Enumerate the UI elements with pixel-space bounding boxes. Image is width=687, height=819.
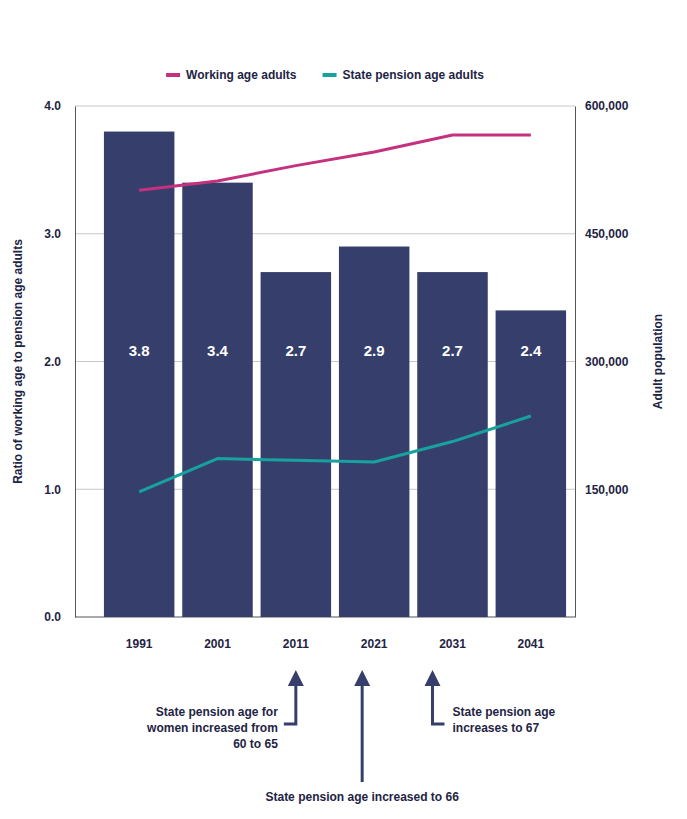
bar <box>104 132 174 617</box>
y-tick: 4.0 <box>44 99 75 113</box>
x-tick-label: 2031 <box>439 637 466 651</box>
legend: Working age adults State pension age adul… <box>166 68 484 82</box>
annotation-text: 60 to 65 <box>233 737 278 751</box>
bar <box>261 272 332 617</box>
y-tick-label: 4.0 <box>44 99 61 113</box>
annotation-arrowhead <box>354 670 370 686</box>
x-tick-label: 2021 <box>361 637 388 651</box>
x-tick: 2001 <box>204 637 231 651</box>
annotation-text: State pension age <box>453 705 556 719</box>
plot-area <box>104 132 566 617</box>
x-tick: 1991 <box>126 637 153 651</box>
data-label: 2.7 <box>285 342 306 359</box>
y-tick-label: 0.0 <box>44 610 61 624</box>
y2-tick: 150,000 <box>575 483 629 497</box>
annotation: State pension age for women increased fro… <box>146 670 304 751</box>
legend-label: State pension age adults <box>343 68 485 82</box>
legend-swatch <box>166 73 180 77</box>
y-axis-line <box>75 107 76 618</box>
bar <box>496 310 567 617</box>
bar <box>417 272 488 617</box>
annotation-arrowhead <box>425 670 441 686</box>
annotation: State pension age increased to 66 <box>265 670 459 804</box>
y2-tick-label: 450,000 <box>585 227 629 241</box>
x-tick: 2021 <box>361 637 388 651</box>
x-tick-label: 1991 <box>126 637 153 651</box>
data-label: 2.9 <box>364 342 385 359</box>
annotation: State pension age increases to 67 <box>425 670 556 735</box>
annotation-text: women increased from <box>146 721 278 735</box>
y-tick-label: 3.0 <box>44 227 61 241</box>
grid-line <box>75 106 575 107</box>
annotation-arrow <box>361 684 364 782</box>
y2-axis-title: Adult population <box>651 314 665 409</box>
y-tick: 3.0 <box>44 227 75 241</box>
x-tick-label: 2011 <box>283 637 309 651</box>
bar <box>339 247 410 617</box>
bar <box>182 183 253 617</box>
y2-tick: 450,000 <box>575 227 629 241</box>
y2-tick: 600,000 <box>575 99 629 113</box>
x-tick: 2041 <box>517 637 544 651</box>
legend-swatch <box>323 73 337 77</box>
annotation-text: State pension age increased to 66 <box>265 790 459 804</box>
data-label: 2.7 <box>442 342 463 359</box>
annotation-arrowhead <box>288 670 304 686</box>
annotations: State pension age for women increased fro… <box>146 670 555 804</box>
y2-tick-label: 300,000 <box>585 355 629 369</box>
y2-axis: 150,000 300,000 450,000 600,000 <box>575 99 629 617</box>
y-tick-label: 1.0 <box>44 483 61 497</box>
line <box>139 416 531 492</box>
x-tick-label: 2001 <box>204 637 231 651</box>
y2-tick-label: 150,000 <box>585 483 629 497</box>
y-tick: 0.0 <box>44 610 75 624</box>
y2-tick: 300,000 <box>575 355 629 369</box>
y-tick: 2.0 <box>44 355 75 369</box>
data-label: 3.8 <box>129 342 150 359</box>
y2-tick-label: 600,000 <box>585 99 629 113</box>
background <box>0 0 687 819</box>
y-axis: 0.0 1.0 2.0 3.0 4.0 <box>44 99 75 624</box>
grid <box>75 106 575 617</box>
data-label: 3.4 <box>207 342 229 359</box>
x-tick-label: 2041 <box>517 637 544 651</box>
data-labels: 3.8 3.4 2.7 2.9 2.7 2.4 <box>129 342 542 359</box>
legend-item: Working age adults <box>166 68 297 82</box>
annotation-text: State pension age for <box>156 705 278 719</box>
annotation-arrow <box>284 684 296 724</box>
legend-item: State pension age adults <box>323 68 485 82</box>
data-label: 2.4 <box>520 342 542 359</box>
x-tick: 2031 <box>439 637 466 651</box>
x-tick: 2011 <box>283 637 309 651</box>
y-tick: 1.0 <box>44 483 75 497</box>
annotation-text: increases to 67 <box>453 721 540 735</box>
line <box>139 135 531 190</box>
chart: 0.0 1.0 2.0 3.0 4.0 150,000 300,000 450,000 600,… <box>0 0 687 819</box>
legend-label: Working age adults <box>186 68 297 82</box>
y2-axis-line <box>575 107 576 618</box>
x-axis: 1991 2001 2011 2021 2031 2041 <box>126 637 545 651</box>
y-axis-title: Ratio of working age to pension age adul… <box>11 239 25 484</box>
y-tick-label: 2.0 <box>44 355 61 369</box>
annotation-arrow <box>433 684 445 724</box>
